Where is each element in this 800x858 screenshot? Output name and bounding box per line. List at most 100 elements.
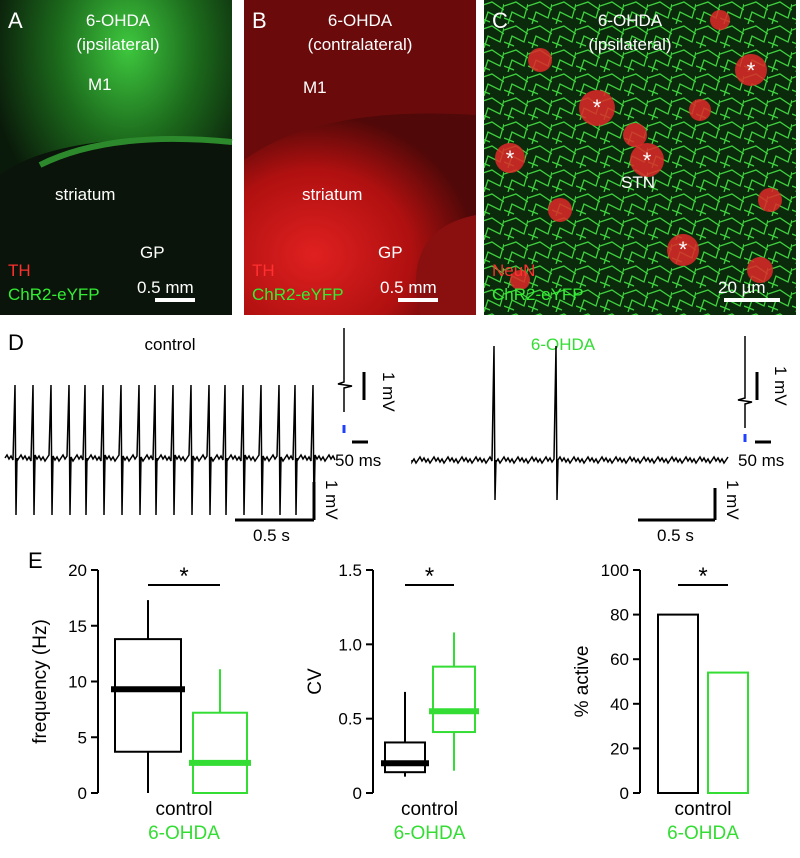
scale-label: 0.5 mm bbox=[137, 278, 194, 297]
cell-body bbox=[623, 123, 647, 147]
x-category-label: control bbox=[155, 799, 212, 820]
region-label: GP bbox=[378, 243, 403, 262]
cell-body bbox=[495, 143, 525, 173]
inset-trace bbox=[337, 328, 353, 412]
stain-label: ChR2-eYFP bbox=[252, 285, 344, 304]
y-axis-label: CV bbox=[305, 668, 326, 695]
panel-letter: C bbox=[492, 8, 508, 33]
stain-label: ChR2-eYFP bbox=[492, 285, 584, 304]
scale-bars bbox=[235, 372, 771, 522]
scale-label: 0.5 mm bbox=[380, 278, 437, 297]
cell-body bbox=[510, 270, 530, 290]
panel-c-text: C 6-OHDA (ipsilateral) STN * * * * * Neu… bbox=[492, 8, 780, 304]
significance-label: * bbox=[179, 563, 188, 590]
image-title: 6-OHDA bbox=[86, 11, 151, 30]
cell-body bbox=[735, 54, 767, 86]
inset-trace bbox=[737, 336, 753, 428]
panel-letter: D bbox=[8, 330, 24, 355]
y-tick-label: 15 bbox=[68, 617, 87, 636]
x-category-label: control bbox=[401, 799, 458, 820]
x-category-label: control bbox=[674, 799, 731, 820]
marker: * bbox=[679, 237, 688, 262]
y-axis-label: % active bbox=[572, 646, 593, 718]
y-tick-label: 1.5 bbox=[338, 561, 362, 580]
y-tick-label: 0 bbox=[353, 784, 362, 803]
region-label: STN bbox=[621, 173, 655, 192]
image-subtitle: (contralateral) bbox=[308, 35, 413, 54]
panel-c bbox=[484, 0, 796, 315]
image-region bbox=[38, 135, 233, 168]
trace-title: 6-OHDA bbox=[531, 335, 596, 354]
y-tick-label: 5 bbox=[78, 728, 87, 747]
region-label: striatum bbox=[55, 185, 115, 204]
scale-label: 50 ms bbox=[738, 451, 784, 470]
trace-title: control bbox=[144, 335, 195, 354]
y-tick-label: 20 bbox=[610, 739, 629, 758]
box bbox=[114, 638, 182, 753]
y-tick-label: 20 bbox=[68, 561, 87, 580]
image-region bbox=[415, 215, 476, 315]
region-label: M1 bbox=[88, 75, 112, 94]
image-region bbox=[0, 138, 232, 315]
bar bbox=[707, 671, 749, 795]
marker: * bbox=[506, 146, 515, 171]
x-category-label: 6-OHDA bbox=[667, 823, 739, 844]
cell-body bbox=[710, 10, 730, 30]
x-category-label: 6-OHDA bbox=[394, 823, 466, 844]
y-tick-label: 10 bbox=[68, 673, 87, 692]
image-title: 6-OHDA bbox=[598, 11, 663, 30]
cell-body bbox=[758, 188, 782, 212]
significance-label: * bbox=[698, 563, 707, 590]
cell-body bbox=[747, 257, 773, 283]
significance-label: * bbox=[425, 563, 434, 590]
cell-body bbox=[579, 90, 615, 126]
box bbox=[192, 711, 248, 794]
y-tick-label: 0 bbox=[620, 784, 629, 803]
panel-letter: A bbox=[8, 8, 23, 33]
region-label: striatum bbox=[302, 185, 362, 204]
stain-label: TH bbox=[8, 261, 31, 280]
region-label: M1 bbox=[303, 78, 327, 97]
panel-d: D control 6-OHDA 1 mV 50 ms 1 mV 0.5 s 1… bbox=[4, 328, 790, 545]
region-label: GP bbox=[140, 243, 165, 262]
y-tick-label: 60 bbox=[610, 650, 629, 669]
y-tick-label: 40 bbox=[610, 695, 629, 714]
stain-label: NeuN bbox=[492, 261, 535, 280]
panel-b: B 6-OHDA (contralateral) M1 striatum GP … bbox=[244, 0, 476, 315]
marker: * bbox=[593, 95, 602, 120]
bar bbox=[657, 613, 699, 794]
panel-a: A 6-OHDA (ipsilateral) M1 striatum GP TH… bbox=[0, 0, 233, 315]
scale-label: 1 mV bbox=[379, 372, 398, 412]
trace bbox=[411, 345, 729, 501]
cell-body bbox=[548, 198, 572, 222]
y-tick-label: 80 bbox=[610, 606, 629, 625]
scale-label: 1 mV bbox=[322, 480, 341, 520]
scale-bar bbox=[155, 298, 195, 302]
scale-bar bbox=[724, 298, 780, 302]
cell-body bbox=[667, 234, 699, 266]
y-axis-label: frequency (Hz) bbox=[30, 619, 51, 744]
y-tick-label: 0.5 bbox=[338, 710, 362, 729]
scale-label: 50 ms bbox=[335, 451, 381, 470]
image-subtitle: (ipsilateral) bbox=[588, 35, 671, 54]
marker: * bbox=[747, 58, 756, 83]
scale-label: 1 mV bbox=[771, 366, 790, 406]
image-title: 6-OHDA bbox=[328, 11, 393, 30]
cell-body bbox=[689, 99, 711, 121]
image-subtitle: (ipsilateral) bbox=[76, 35, 159, 54]
scale-label: 1 mV bbox=[723, 480, 742, 520]
scale-bar bbox=[398, 298, 438, 302]
y-tick-label: 0 bbox=[78, 784, 87, 803]
y-tick-label: 100 bbox=[601, 561, 629, 580]
scale-label: 20 µm bbox=[718, 278, 766, 297]
stain-label: TH bbox=[252, 261, 275, 280]
panel-letter: E bbox=[28, 548, 43, 573]
box bbox=[384, 741, 426, 774]
scale-label: 0.5 s bbox=[253, 526, 290, 545]
trace bbox=[4, 384, 336, 516]
marker: * bbox=[643, 148, 652, 173]
cell-body bbox=[630, 143, 664, 177]
y-tick-label: 1.0 bbox=[338, 635, 362, 654]
x-category-label: 6-OHDA bbox=[148, 823, 220, 844]
